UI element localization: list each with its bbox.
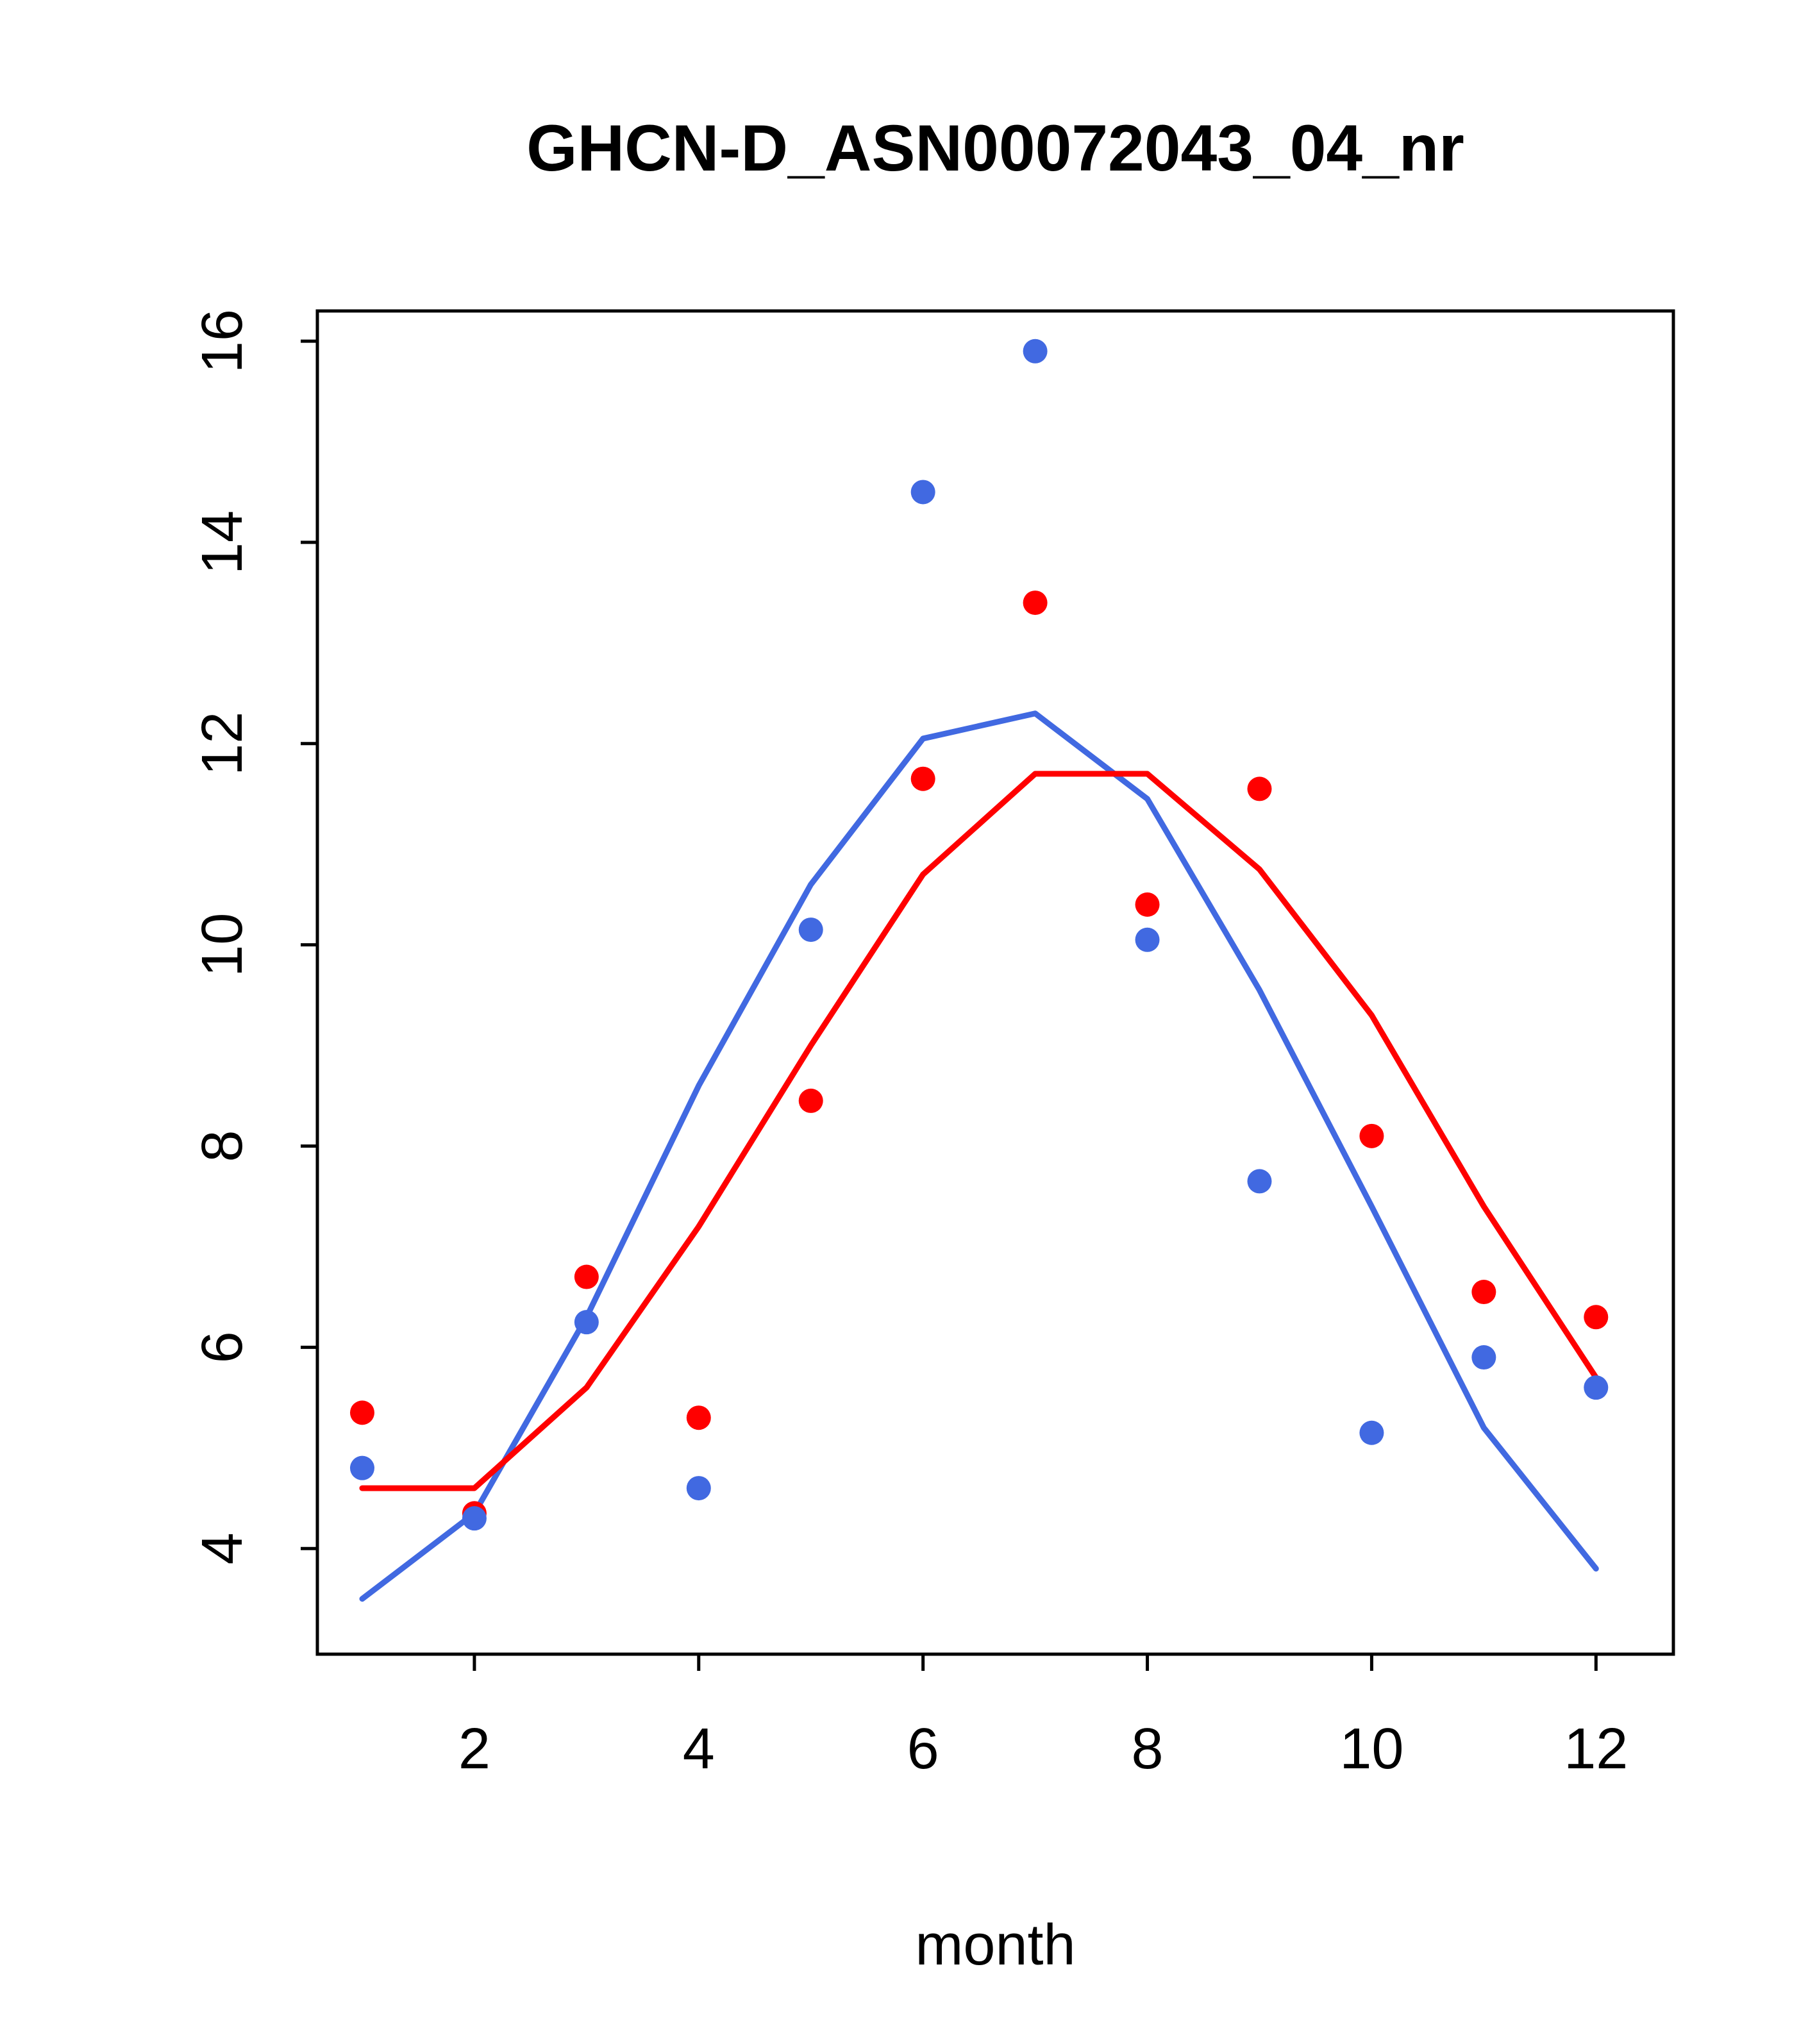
data-point-observations-blue bbox=[349, 1455, 374, 1480]
data-point-observations-blue bbox=[1584, 1375, 1609, 1400]
x-tick-label: 2 bbox=[458, 1717, 490, 1781]
data-point-observations-red bbox=[1471, 1280, 1496, 1305]
data-point-observations-blue bbox=[1135, 927, 1160, 952]
y-tick-label: 12 bbox=[190, 712, 255, 776]
data-point-observations-red bbox=[686, 1405, 711, 1430]
data-point-observations-red bbox=[1359, 1123, 1384, 1148]
x-tick-label: 12 bbox=[1564, 1717, 1628, 1781]
y-tick-label: 4 bbox=[190, 1532, 255, 1564]
data-point-observations-blue bbox=[1359, 1420, 1384, 1445]
y-tick-label: 6 bbox=[190, 1331, 255, 1363]
data-point-observations-blue bbox=[1247, 1169, 1272, 1194]
x-tick-label: 4 bbox=[683, 1717, 715, 1781]
data-point-observations-red bbox=[798, 1088, 823, 1113]
data-point-observations-blue bbox=[574, 1310, 599, 1335]
x-axis-label: month bbox=[915, 1913, 1076, 1977]
data-point-observations-blue bbox=[798, 917, 823, 942]
series-line-smooth-blue bbox=[359, 710, 1599, 1602]
data-point-observations-red bbox=[1023, 591, 1048, 616]
y-tick-label: 10 bbox=[190, 913, 255, 977]
chart-title: GHCN-D_ASN00072043_04_nr bbox=[526, 112, 1464, 185]
data-point-observations-red bbox=[910, 766, 935, 791]
data-point-observations-blue bbox=[1471, 1345, 1496, 1370]
x-tick-label: 6 bbox=[907, 1717, 939, 1781]
plot-box bbox=[315, 309, 1675, 1656]
data-point-observations-red bbox=[1247, 776, 1272, 801]
data-point-observations-red bbox=[1135, 892, 1160, 917]
data-point-observations-red bbox=[349, 1400, 374, 1425]
x-tick-label: 10 bbox=[1339, 1717, 1403, 1781]
y-tick-label: 14 bbox=[190, 510, 255, 574]
data-point-observations-red bbox=[1584, 1305, 1609, 1330]
data-point-observations-blue bbox=[910, 480, 935, 505]
data-point-observations-blue bbox=[462, 1506, 487, 1531]
y-tick-label: 16 bbox=[190, 309, 255, 373]
data-point-observations-blue bbox=[686, 1476, 711, 1501]
data-point-observations-red bbox=[574, 1264, 599, 1289]
data-point-observations-blue bbox=[1023, 339, 1048, 364]
series-line-smooth-red bbox=[359, 771, 1599, 1491]
x-tick-label: 8 bbox=[1132, 1717, 1164, 1781]
y-tick-label: 8 bbox=[190, 1130, 255, 1162]
